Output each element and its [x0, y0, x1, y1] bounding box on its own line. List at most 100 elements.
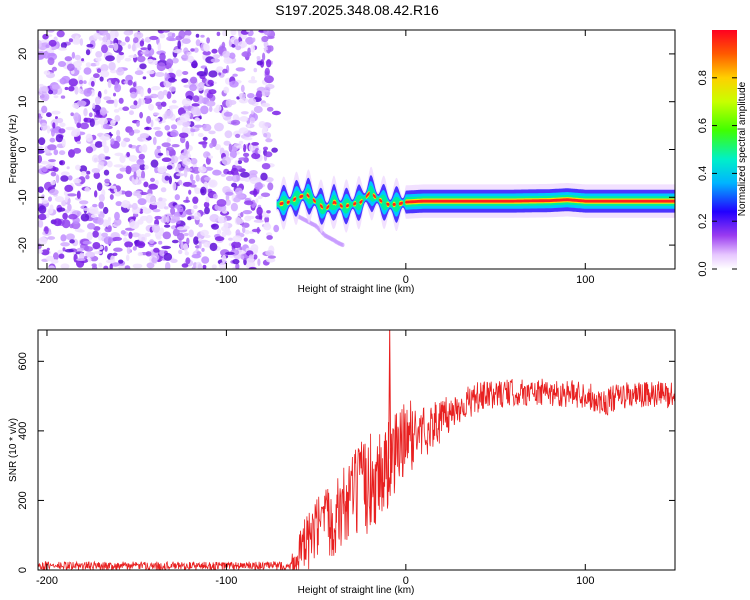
noise-blob [60, 175, 69, 182]
noise-blob [137, 50, 143, 57]
noise-blob [61, 138, 66, 147]
noise-blob [100, 70, 110, 78]
noise-blob [222, 50, 231, 58]
noise-blob [246, 30, 251, 33]
noise-blob [168, 105, 179, 109]
noise-blob [119, 155, 126, 164]
spectrogram-x-tick-label: 100 [576, 274, 594, 286]
noise-blob [183, 243, 189, 252]
noise-blob [166, 146, 174, 151]
noise-blob [230, 30, 237, 36]
noise-blob [139, 111, 144, 119]
noise-blob [243, 137, 253, 141]
chart-title: S197.2025.348.08.42.R16 [275, 2, 439, 18]
noise-blob [60, 95, 66, 99]
snr-y-tick-label: 600 [17, 352, 29, 370]
noise-blob [260, 172, 268, 181]
noise-blob [153, 247, 160, 253]
noise-blob [192, 95, 200, 103]
noise-blob [159, 33, 166, 39]
noise-blob [103, 96, 112, 101]
noise-blob [202, 264, 207, 269]
snr-x-tick-label: 100 [576, 575, 594, 587]
noise-blob [109, 185, 117, 189]
noise-blob [64, 184, 74, 192]
noise-blob [133, 37, 139, 44]
noise-blob [166, 58, 174, 67]
noise-blob [101, 44, 108, 54]
noise-blob [132, 81, 137, 88]
noise-blob [197, 263, 203, 269]
noise-blob [95, 96, 101, 105]
noise-blob [240, 33, 248, 40]
noise-blob [213, 193, 218, 199]
colorbar-ticks: 0.0 0.2 0.4 0.6 0.8 [697, 70, 737, 277]
noise-blob [148, 103, 154, 111]
noise-blob [198, 166, 207, 173]
noise-blob [116, 173, 124, 179]
noise-blob [171, 32, 176, 38]
noise-blob [51, 66, 58, 72]
noise-blob [128, 129, 135, 136]
noise-blob [124, 57, 132, 62]
noise-blob [80, 171, 87, 176]
noise-blob [211, 48, 218, 54]
noise-blob [166, 36, 175, 42]
noise-blob [76, 122, 82, 129]
spectrogram-y-label: Frequency (Hz) [8, 115, 19, 184]
noise-blob [76, 190, 81, 199]
noise-blob [208, 155, 214, 159]
noise-blob [84, 256, 88, 259]
noise-blob [48, 39, 57, 47]
noise-blob [150, 159, 159, 168]
noise-blob [251, 142, 259, 146]
noise-blob [169, 86, 176, 92]
noise-blob [46, 125, 51, 134]
noise-blob [174, 204, 182, 209]
noise-blob [248, 97, 257, 105]
noise-blob [55, 116, 58, 120]
noise-blob [53, 149, 59, 156]
noise-blob [145, 47, 155, 57]
noise-blob [85, 251, 95, 258]
noise-blob [82, 240, 92, 245]
noise-blob [237, 160, 243, 165]
noise-blob [191, 266, 196, 269]
noise-blob [55, 134, 64, 143]
noise-blob [237, 30, 242, 34]
noise-blob [41, 249, 50, 256]
noise-blob [175, 35, 183, 41]
noise-blob [68, 78, 79, 87]
noise-blob [157, 166, 167, 174]
noise-blob [162, 30, 170, 33]
noise-blob [139, 191, 148, 196]
noise-blob [119, 41, 126, 46]
noise-blob [138, 145, 146, 152]
noise-blob [212, 169, 222, 176]
noise-blob [181, 98, 192, 107]
noise-blob [257, 258, 261, 266]
snr-background [38, 330, 675, 570]
noise-blob [253, 254, 258, 260]
noise-blob [214, 122, 224, 132]
noise-blob [235, 229, 241, 237]
noise-blob [260, 192, 271, 198]
noise-blob [200, 105, 209, 115]
noise-blob [113, 247, 123, 252]
noise-blob [85, 62, 92, 68]
noise-blob [202, 50, 211, 56]
noise-blob [114, 81, 119, 89]
noise-blob [40, 122, 48, 131]
noise-blob [224, 130, 233, 139]
noise-blob [170, 129, 179, 138]
noise-blob [148, 183, 158, 190]
noise-blob [126, 246, 131, 255]
noise-blob [196, 251, 201, 256]
noise-blob [191, 208, 195, 214]
spectrogram-y-tick-label: -20 [17, 237, 29, 253]
noise-blob [137, 198, 147, 206]
noise-blob [39, 85, 49, 95]
noise-blob [177, 163, 182, 169]
noise-blob [193, 236, 199, 245]
noise-blob [103, 206, 109, 215]
